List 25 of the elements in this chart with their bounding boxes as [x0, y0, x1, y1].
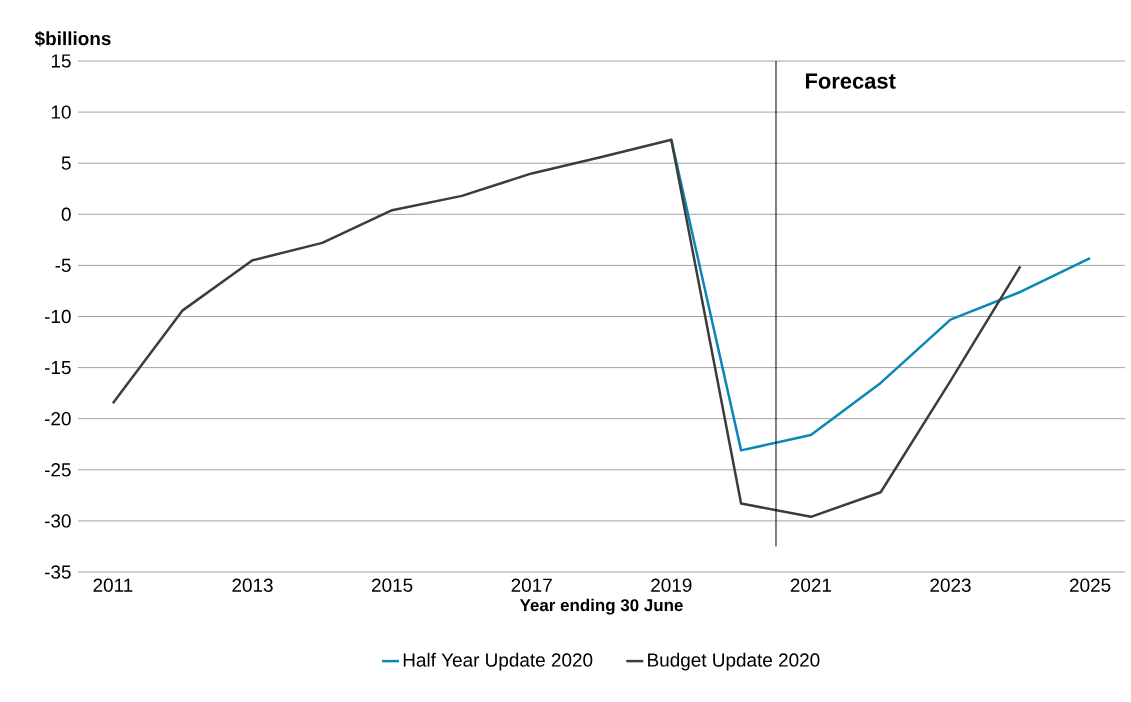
y-tick-label: 10	[51, 105, 71, 119]
y-tick-label: -35	[44, 565, 71, 579]
y-tick-label: -20	[44, 412, 71, 426]
y-tick-label: 0	[61, 207, 71, 221]
ref-line-label: Forecast	[805, 73, 896, 89]
y-tick-label: -30	[44, 514, 71, 528]
x-tick-label: 2021	[790, 578, 831, 592]
x-tick-label: 2013	[232, 578, 273, 592]
x-tick-label: 2017	[511, 578, 552, 592]
legend-label: Half Year Update 2020	[403, 652, 593, 671]
x-tick-label: 2015	[371, 578, 413, 592]
y-tick-label: 5	[61, 156, 71, 170]
line-series	[111, 138, 1022, 519]
x-axis-title: Year ending 30 June	[519, 598, 683, 615]
x-tick-label: 2011	[93, 578, 133, 592]
y-tick-label: 15	[51, 54, 71, 68]
y-tick-label: -25	[44, 463, 71, 477]
x-tick-label: 2025	[1069, 578, 1111, 592]
legend-label: Budget Update 2020	[648, 652, 820, 671]
y-tick-label: -5	[55, 258, 71, 273]
y-tick-label: -10	[44, 309, 71, 324]
x-tick-label: 2023	[930, 578, 971, 592]
y-tick-label: -15	[44, 361, 71, 375]
x-tick-label: 2019	[651, 578, 692, 592]
y-axis-title: $billions	[34, 31, 111, 47]
